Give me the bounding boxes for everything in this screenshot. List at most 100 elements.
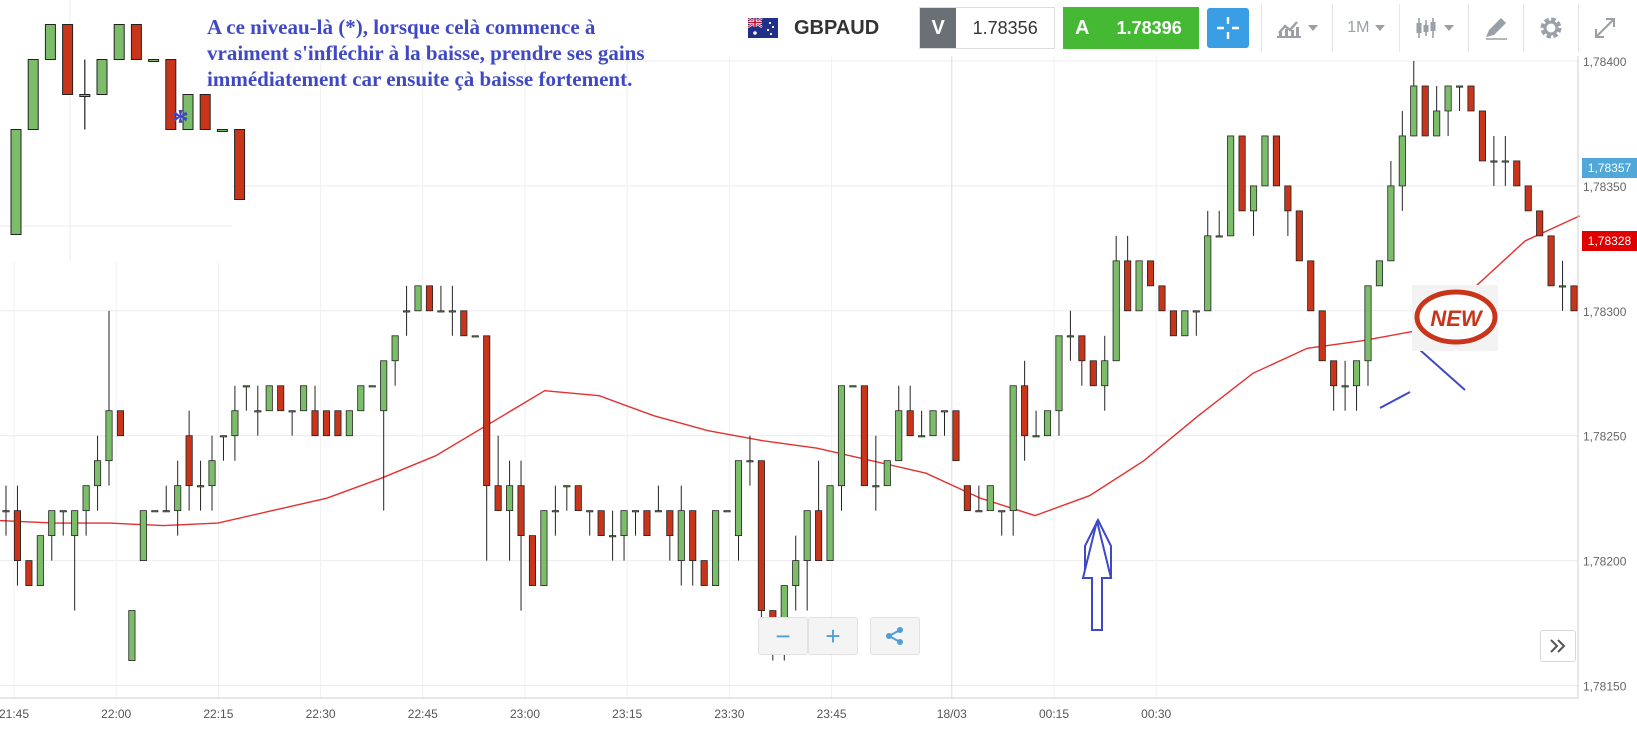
pencil-icon <box>1486 18 1508 40</box>
candle-up <box>242 385 250 388</box>
candle-down <box>757 460 765 611</box>
sell-quote-button[interactable]: V 1.78356 <box>919 7 1056 49</box>
candle-up <box>1249 185 1258 212</box>
moving-average-line <box>0 215 1580 527</box>
fullscreen-button[interactable] <box>1578 4 1631 52</box>
inset-zoom-layer <box>0 0 246 262</box>
candle-down <box>1295 210 1303 262</box>
x-tick-label: 22:30 <box>306 707 336 721</box>
x-tick-label: 23:15 <box>612 707 642 721</box>
zoom-out-button[interactable]: − <box>758 617 808 655</box>
candle-up <box>1112 260 1120 362</box>
candle-down <box>700 560 708 586</box>
current-price-badge: 1,78357 <box>1582 158 1637 178</box>
candle-down <box>460 310 468 337</box>
candle-down <box>528 535 537 586</box>
candle-down <box>666 510 674 537</box>
instrument-pair[interactable]: GBPAUD <box>747 16 879 40</box>
candle-up <box>357 385 365 412</box>
candle-up <box>36 535 44 586</box>
candle-down <box>1513 160 1521 187</box>
draw-tools-button[interactable] <box>1468 4 1523 52</box>
plus-icon: + <box>825 620 841 651</box>
candle-up <box>105 410 113 462</box>
candle-down <box>1524 185 1532 212</box>
moving-average-layer <box>0 215 1580 527</box>
zoom-in-button[interactable]: + <box>808 617 858 655</box>
au-flag-icon <box>747 16 778 38</box>
inset-candle-up <box>182 94 194 130</box>
candle-up <box>300 385 308 412</box>
candle-up <box>345 410 353 437</box>
y-tick-label: 1,78350 <box>1583 180 1627 194</box>
candle-up <box>403 310 411 313</box>
candle-down <box>1467 85 1475 112</box>
candle-up <box>723 510 731 513</box>
x-tick-label: 23:45 <box>817 707 847 721</box>
candle-up <box>609 535 617 538</box>
chart-grid <box>0 56 1578 698</box>
candle-up <box>1101 360 1109 387</box>
inset-candle-down <box>234 129 246 200</box>
candle-up <box>1375 260 1383 287</box>
chevron-down-icon <box>1444 25 1455 31</box>
chart-toolbar: GBPAUD V 1.78356 A 1.78396 1M <box>747 4 1631 52</box>
candle-down <box>116 410 124 437</box>
candle-up <box>391 335 399 362</box>
axis-layer: 1,78150 1,78200 1,78250 1,78300 1,78350 1,784… <box>0 55 1627 721</box>
candle-up <box>2 510 10 513</box>
candle-down <box>425 285 434 312</box>
candle-down <box>494 485 502 512</box>
candle-style-dropdown[interactable] <box>1399 4 1468 52</box>
gear-icon <box>1540 17 1562 39</box>
candle-down <box>185 435 193 487</box>
candle-up <box>82 485 90 512</box>
candle-down <box>1238 135 1246 212</box>
scroll-to-latest-button[interactable] <box>1540 630 1576 662</box>
candle-down <box>1124 260 1132 312</box>
candle-up <box>849 385 857 388</box>
x-tick-label: 22:45 <box>408 707 438 721</box>
inset-candle-up <box>113 24 125 60</box>
candle-down <box>1421 85 1429 137</box>
candle-up <box>826 485 834 562</box>
candle-up <box>414 285 422 312</box>
inset-candle-down <box>199 94 211 130</box>
candle-up <box>1066 335 1074 338</box>
candle-up <box>59 510 67 513</box>
candle-down <box>483 335 491 487</box>
candle-up <box>254 410 262 413</box>
expand-icon <box>1595 18 1616 38</box>
x-tick-label: 22:15 <box>203 707 233 721</box>
inset-candle-down <box>130 24 142 60</box>
chart-type-dropdown[interactable] <box>1261 4 1332 52</box>
crosshair-button[interactable] <box>1207 8 1250 48</box>
candle-up <box>975 510 983 513</box>
candle-up <box>563 485 571 488</box>
buy-quote-button[interactable]: A 1.78396 <box>1063 7 1200 49</box>
candle-up <box>872 485 880 488</box>
share-button[interactable] <box>870 617 920 655</box>
candle-up <box>654 510 662 513</box>
up-arrow-outline <box>1081 520 1113 631</box>
candle-down <box>1478 110 1486 162</box>
x-tick-label: 21:45 <box>0 707 29 721</box>
share-icon <box>886 627 903 645</box>
inset-candle-down <box>165 59 177 130</box>
candle-down <box>1570 285 1578 312</box>
candle-up <box>792 560 800 586</box>
x-tick-label: 00:30 <box>1141 707 1171 721</box>
candle-up <box>837 385 846 487</box>
candle-up <box>1043 410 1052 437</box>
candle-up <box>918 435 926 438</box>
inset-candle-down <box>62 24 74 95</box>
candle-up <box>620 510 628 537</box>
candle-down <box>1158 285 1166 312</box>
timeframe-dropdown[interactable]: 1M <box>1332 4 1399 52</box>
candle-down <box>1169 310 1177 337</box>
chevron-down-icon <box>1375 25 1386 31</box>
settings-button[interactable] <box>1523 4 1578 52</box>
candle-up <box>48 510 56 537</box>
candle-down <box>517 485 525 537</box>
